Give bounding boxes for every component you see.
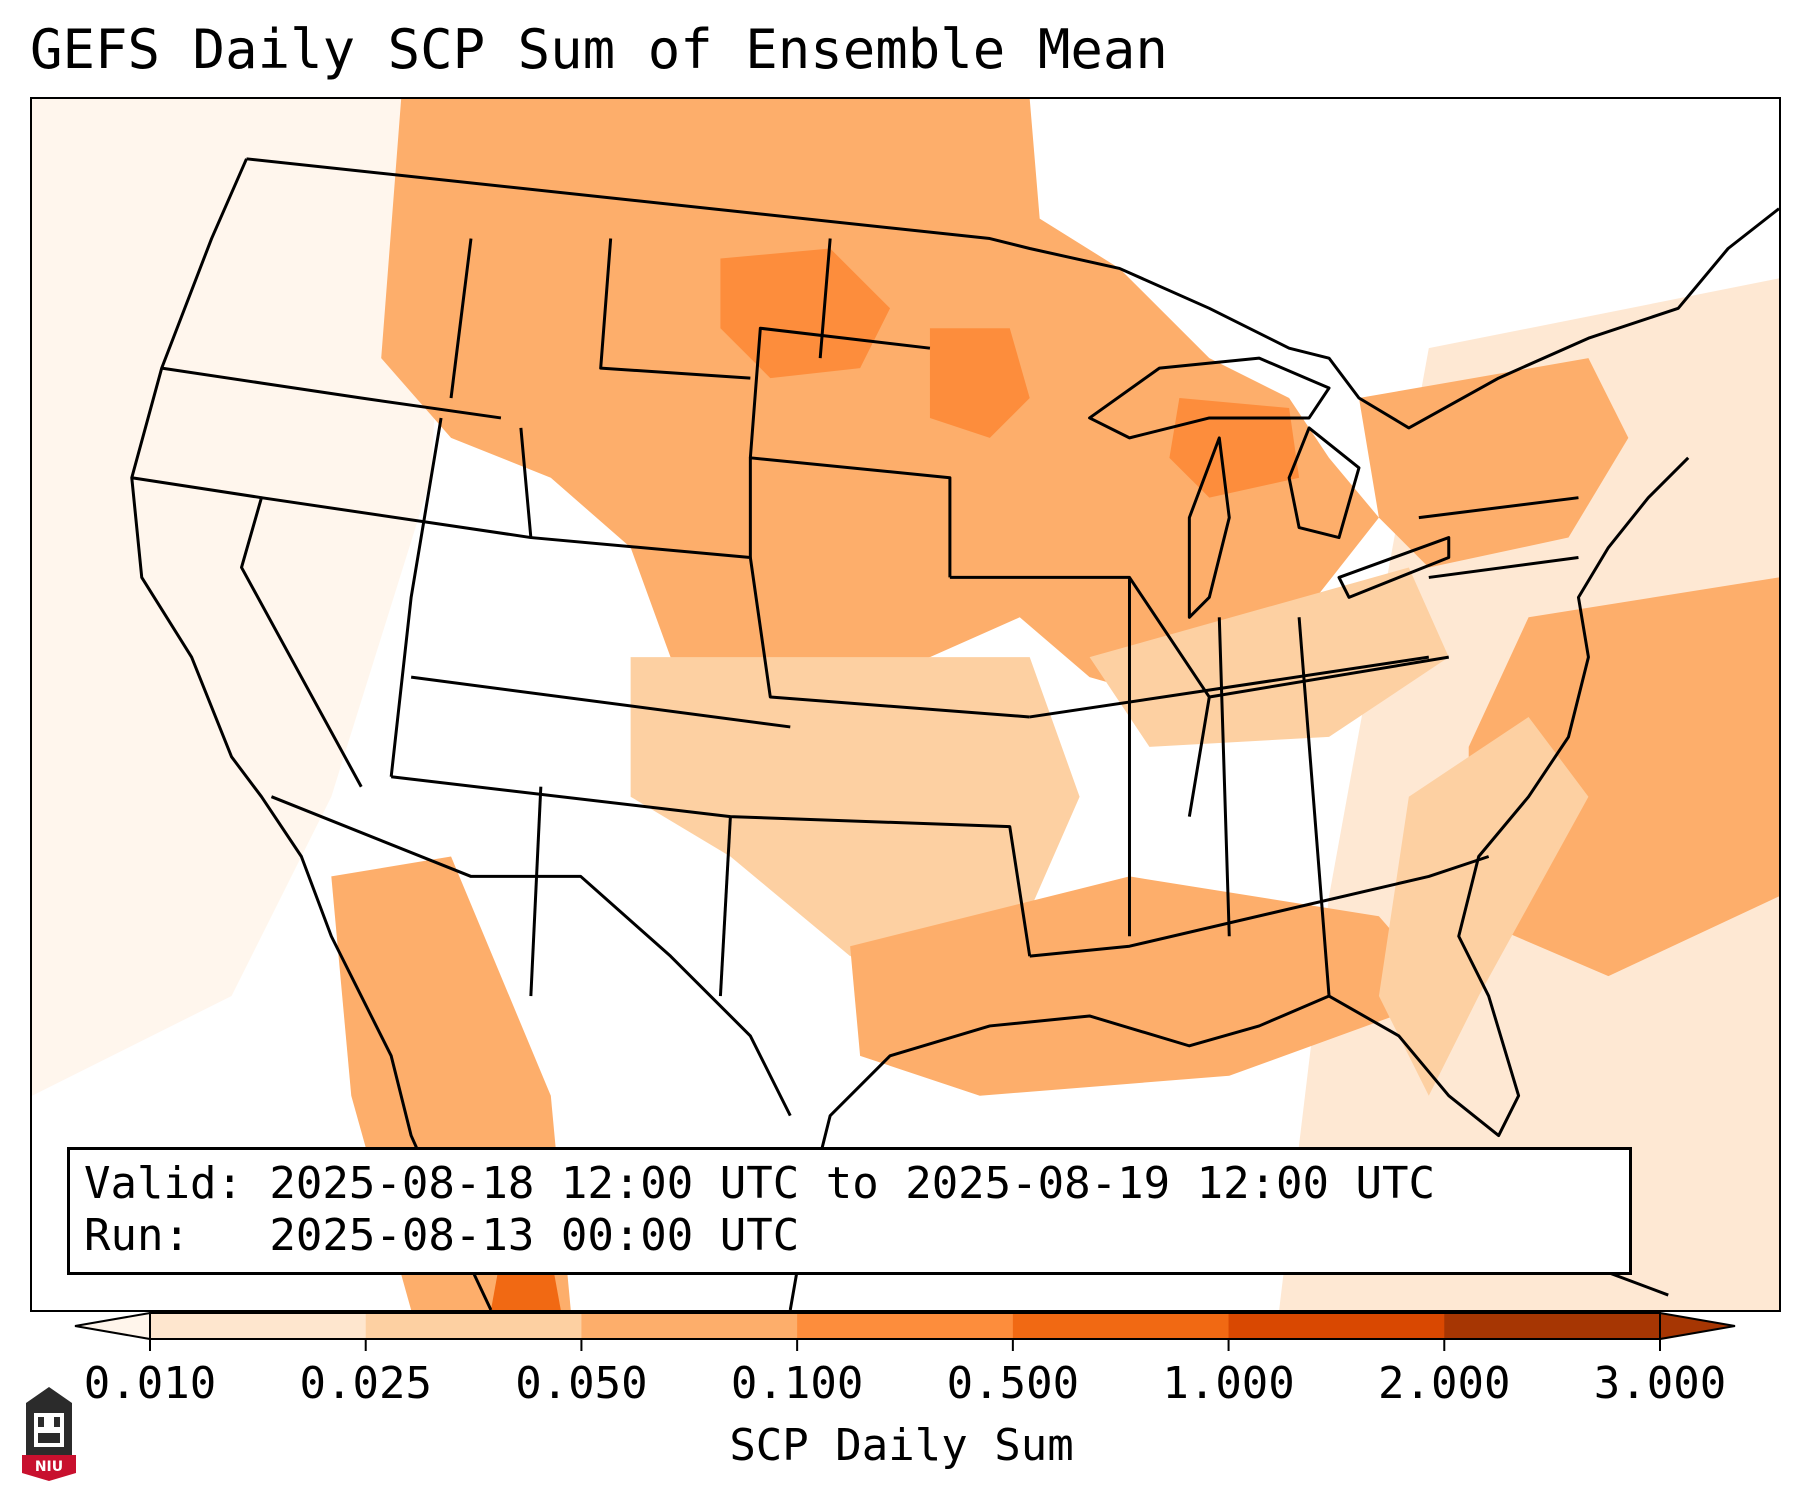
colorbar-segment bbox=[797, 1313, 1014, 1339]
colorbar-tick-label: 0.050 bbox=[515, 1358, 648, 1409]
scp-area-ohio-valley bbox=[1089, 567, 1449, 747]
state-line-13 bbox=[529, 786, 543, 997]
map-panel bbox=[30, 97, 1781, 1312]
map-canvas bbox=[32, 99, 1779, 1310]
us-mexico-border bbox=[270, 795, 792, 1117]
colorbar-label: SCP Daily Sum bbox=[729, 1420, 1074, 1471]
colorbar-tick-label: 3.000 bbox=[1593, 1358, 1727, 1409]
state-line-1 bbox=[161, 366, 502, 420]
colorbar-segment bbox=[150, 1313, 367, 1339]
state-line-11 bbox=[449, 238, 473, 399]
scp-area-gulf-coast bbox=[850, 876, 1449, 1096]
state-line-2 bbox=[131, 476, 363, 788]
logo-text: NIU bbox=[35, 1459, 63, 1475]
colorbar-tick-label: 0.100 bbox=[730, 1358, 864, 1409]
state-line-12 bbox=[818, 238, 832, 359]
scp-area-northeast bbox=[1358, 358, 1629, 568]
lake-erie bbox=[1337, 536, 1451, 599]
colorbar-extend-high bbox=[1659, 1311, 1736, 1341]
state-line-9 bbox=[748, 326, 931, 458]
colorbar-tick-label: 0.010 bbox=[83, 1358, 217, 1409]
map-title: GEFS Daily SCP Sum of Ensemble Mean bbox=[30, 18, 1168, 81]
us-west-coast bbox=[130, 158, 493, 1310]
colorbar-segment bbox=[581, 1313, 798, 1339]
colorbar bbox=[74, 1311, 1736, 1351]
scp-area-northern-plains bbox=[381, 99, 1379, 698]
niu-logo: NIU bbox=[22, 1387, 76, 1481]
state-line-17 bbox=[1029, 855, 1490, 958]
state-line-16 bbox=[1029, 655, 1430, 719]
boundaries bbox=[130, 157, 1779, 1310]
state-line-15 bbox=[949, 575, 1211, 817]
colorbar-ticks bbox=[149, 1339, 1661, 1351]
colorbar-tick-label: 1.000 bbox=[1162, 1358, 1295, 1409]
scp-field bbox=[32, 99, 1779, 1310]
scp-area-southern-plains bbox=[630, 657, 1080, 957]
state-line-23 bbox=[1428, 556, 1579, 579]
colorbar-extend-low bbox=[74, 1311, 151, 1341]
gulf-coast bbox=[788, 456, 1690, 1310]
colorbar-segment bbox=[365, 1313, 582, 1339]
scp-area-michigan-core bbox=[1169, 398, 1300, 498]
colorbar-tick-label: 0.025 bbox=[299, 1358, 432, 1409]
scp-area-southeast-coast bbox=[1378, 716, 1589, 1096]
lake-michigan bbox=[1187, 436, 1231, 619]
state-line-4 bbox=[389, 417, 443, 777]
colorbar-segment bbox=[1012, 1313, 1230, 1339]
us-canada-border bbox=[246, 157, 1779, 430]
scp-area-dakotas-core bbox=[720, 248, 891, 379]
valid-run-info-box: Valid: 2025-08-18 12:00 UTC to 2025-08-1… bbox=[67, 1147, 1632, 1275]
state-line-7 bbox=[391, 775, 1032, 957]
scp-area-minnesota-core bbox=[929, 328, 1030, 438]
state-line-19 bbox=[1217, 617, 1231, 937]
colorbar-tick-label: 0.500 bbox=[946, 1358, 1080, 1409]
state-line-21 bbox=[1209, 655, 1450, 699]
colorbar-segment bbox=[1444, 1313, 1661, 1339]
state-line-8 bbox=[748, 456, 952, 578]
state-line-10 bbox=[599, 238, 751, 380]
colorbar-tick-label: 2.000 bbox=[1378, 1358, 1511, 1409]
valid-line: Valid: 2025-08-18 12:00 UTC to 2025-08-1… bbox=[84, 1158, 1436, 1209]
state-line-14 bbox=[718, 816, 732, 997]
state-line-5 bbox=[530, 536, 1030, 719]
state-line-6 bbox=[410, 675, 791, 729]
colorbar-segment bbox=[1228, 1313, 1445, 1339]
lake-superior bbox=[1088, 356, 1331, 440]
scp-area-west-light bbox=[32, 99, 452, 1096]
lake-huron bbox=[1287, 426, 1361, 540]
colorbar-segments bbox=[150, 1313, 1661, 1339]
run-line: Run: 2025-08-13 00:00 UTC bbox=[84, 1210, 800, 1261]
state-line-22 bbox=[1418, 496, 1579, 520]
scp-area-atlantic-band bbox=[1468, 577, 1779, 977]
